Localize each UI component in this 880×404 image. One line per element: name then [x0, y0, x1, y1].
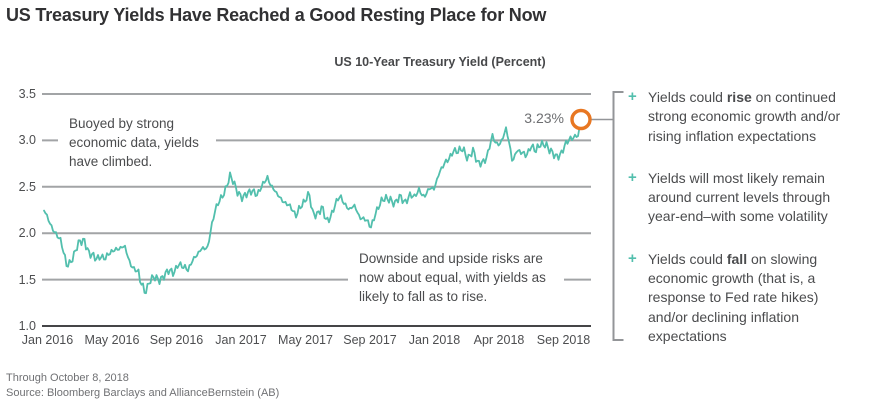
y-tick-label: 3.5: [18, 87, 36, 101]
end-value-label: 3.23%: [524, 110, 564, 126]
plus-icon: +: [628, 168, 637, 186]
callout-buoyed-by-strong-data: Buoyed by strong economic data, yields h…: [58, 107, 216, 179]
x-tick-label: Jan 2017: [215, 333, 267, 347]
x-tick-label: Jan 2018: [408, 333, 461, 347]
bullet-text: Yields will most likely remain around cu…: [648, 169, 831, 225]
plus-icon: +: [628, 88, 637, 105]
bullet-item: + Yields could fall on slowing economic g…: [628, 250, 854, 346]
bullet-item: + Yields will most likely remain around c…: [628, 169, 854, 227]
footnote-source: Source: Bloomberg Barclays and AllianceB…: [6, 387, 280, 399]
x-tick-label: May 2016: [84, 333, 140, 347]
bullet-bracket: [612, 91, 624, 341]
x-tick-label: Jan 2016: [21, 333, 74, 347]
x-tick-label: Sep 2018: [536, 333, 591, 347]
footnote-through-date: Through October 8, 2018: [6, 372, 129, 384]
chart-subtitle: US 10-Year Treasury Yield (Percent): [334, 55, 546, 69]
y-tick-label: 3.0: [18, 133, 36, 148]
y-tick-label: 2.0: [18, 226, 36, 241]
bullet-item: + Yields could rise on continued strong e…: [628, 88, 854, 146]
key-points-list: + Yields could rise on continued strong e…: [628, 88, 854, 369]
x-tick-label: Sep 2017: [343, 333, 397, 347]
bullet-text: Yields could rise on continued strong ec…: [648, 89, 841, 144]
y-tick-label: 1.0: [18, 319, 36, 333]
page-title: US Treasury Yields Have Reached a Good R…: [6, 5, 547, 25]
bullet-text: Yields could fall on slowing economic gr…: [648, 250, 819, 344]
end-point-marker: [570, 108, 592, 131]
y-tick-label: 1.5: [18, 272, 36, 287]
yield-line: [43, 112, 584, 295]
x-tick-label: May 2017: [278, 333, 333, 347]
plus-icon: +: [628, 249, 637, 267]
x-tick-label: Sep 2016: [149, 333, 204, 347]
callout-risks-about-equal: Downside and upside risks are now about …: [348, 242, 564, 314]
x-tick-label: Apr 2018: [473, 333, 525, 347]
y-tick-label: 2.5: [18, 179, 36, 194]
